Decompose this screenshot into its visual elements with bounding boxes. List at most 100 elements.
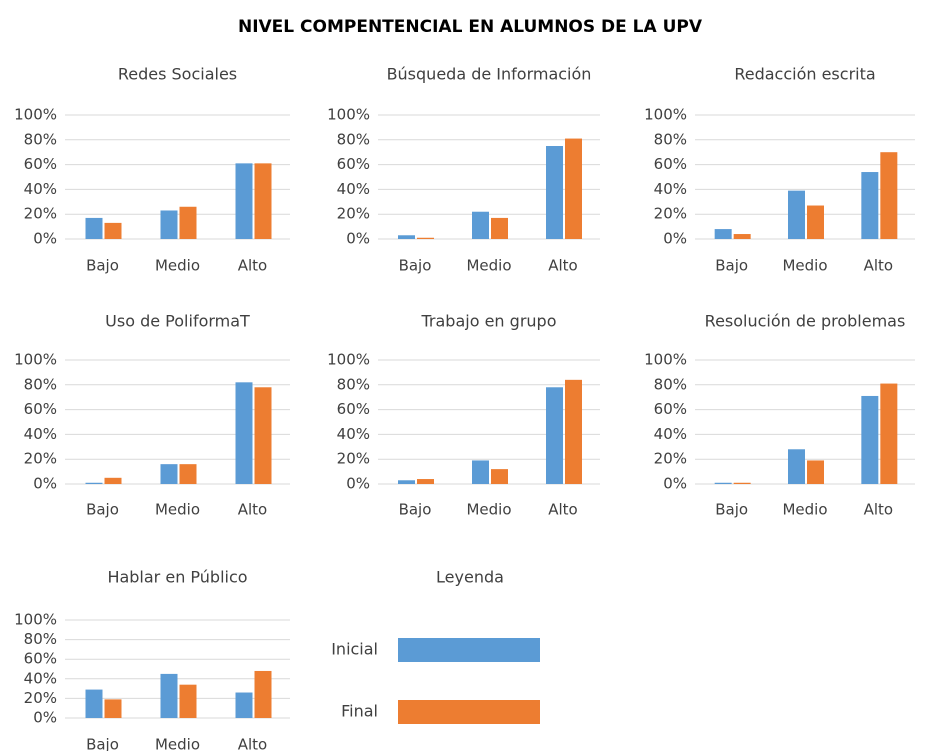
y-tick-label: 60% xyxy=(24,155,57,173)
page-title: NIVEL COMPENTENCIAL EN ALUMNOS DE LA UPV xyxy=(238,17,703,37)
bar xyxy=(472,460,489,484)
bar xyxy=(235,382,253,484)
y-tick-label: 0% xyxy=(33,230,57,248)
x-tick-label: Alto xyxy=(864,501,894,519)
y-tick-label: 80% xyxy=(24,630,57,648)
bar xyxy=(565,379,582,484)
x-tick-label: Medio xyxy=(155,501,200,519)
bar xyxy=(546,387,563,484)
y-tick-label: 40% xyxy=(337,180,370,198)
x-tick-label: Alto xyxy=(864,257,894,275)
bar xyxy=(472,211,489,239)
bar xyxy=(398,480,415,484)
bar xyxy=(491,217,508,239)
y-tick-label: 0% xyxy=(663,230,687,248)
y-tick-label: 100% xyxy=(327,106,370,124)
bar xyxy=(714,229,732,239)
bar xyxy=(491,469,508,484)
bar xyxy=(160,210,178,239)
x-tick-label: Bajo xyxy=(715,501,748,519)
y-tick-label: 40% xyxy=(24,180,57,198)
y-tick-label: 20% xyxy=(654,205,687,223)
bar xyxy=(254,670,272,718)
bar xyxy=(861,172,879,239)
y-tick-label: 60% xyxy=(654,400,687,418)
y-tick-label: 60% xyxy=(654,155,687,173)
y-tick-label: 80% xyxy=(337,130,370,148)
chart-title: Redes Sociales xyxy=(118,65,237,84)
bar xyxy=(788,190,805,239)
bar xyxy=(880,383,898,484)
y-tick-label: 80% xyxy=(24,375,57,393)
legend-title: Leyenda xyxy=(436,568,504,587)
legend-label: Inicial xyxy=(331,640,378,659)
bar xyxy=(104,222,122,239)
y-tick-label: 20% xyxy=(24,205,57,223)
x-tick-label: Medio xyxy=(782,257,827,275)
y-tick-label: 100% xyxy=(644,351,687,369)
chart-title: Redacción escrita xyxy=(734,65,875,84)
y-tick-label: 0% xyxy=(33,475,57,493)
bar xyxy=(85,482,103,484)
x-tick-label: Bajo xyxy=(86,257,119,275)
bar xyxy=(807,460,824,484)
y-tick-label: 40% xyxy=(654,425,687,443)
y-tick-label: 40% xyxy=(654,180,687,198)
bar xyxy=(565,138,582,239)
legend-label: Final xyxy=(341,702,378,721)
x-tick-label: Medio xyxy=(782,501,827,519)
chart-title: Uso de PoliformaT xyxy=(105,312,250,331)
bar xyxy=(254,163,272,239)
bar xyxy=(160,464,178,484)
bar xyxy=(104,477,122,484)
y-tick-label: 0% xyxy=(33,709,57,727)
bar xyxy=(235,163,253,239)
chart-title: Búsqueda de Información xyxy=(387,65,592,84)
bar xyxy=(733,482,751,484)
y-tick-label: 80% xyxy=(337,375,370,393)
bar xyxy=(179,464,197,484)
y-tick-label: 20% xyxy=(24,450,57,468)
bar xyxy=(546,146,563,239)
x-tick-label: Alto xyxy=(238,501,268,519)
bar xyxy=(880,152,898,239)
bar xyxy=(160,673,178,718)
bar xyxy=(733,234,751,239)
bar xyxy=(85,689,103,718)
y-tick-label: 100% xyxy=(14,106,57,124)
x-tick-label: Alto xyxy=(548,257,578,275)
y-tick-label: 100% xyxy=(327,351,370,369)
y-tick-label: 20% xyxy=(337,450,370,468)
y-tick-label: 80% xyxy=(654,130,687,148)
y-tick-label: 40% xyxy=(24,669,57,687)
chart-title: Resolución de problemas xyxy=(705,312,906,331)
bar xyxy=(85,217,103,239)
y-tick-label: 0% xyxy=(663,475,687,493)
y-tick-label: 60% xyxy=(24,400,57,418)
chart-title: Hablar en Público xyxy=(107,568,247,587)
y-tick-label: 0% xyxy=(346,230,370,248)
bar xyxy=(788,449,805,484)
y-tick-label: 0% xyxy=(346,475,370,493)
bar xyxy=(254,387,272,484)
bar xyxy=(179,206,197,239)
chart-title: Trabajo en grupo xyxy=(421,312,557,331)
y-tick-label: 100% xyxy=(14,351,57,369)
bar xyxy=(714,482,732,484)
x-tick-label: Medio xyxy=(466,257,511,275)
y-tick-label: 60% xyxy=(337,400,370,418)
bar xyxy=(417,479,434,484)
x-tick-label: Alto xyxy=(548,501,578,519)
bar xyxy=(861,395,879,484)
bar xyxy=(104,699,122,718)
y-tick-label: 20% xyxy=(24,689,57,707)
x-tick-label: Alto xyxy=(238,736,268,751)
x-tick-label: Medio xyxy=(466,501,511,519)
y-tick-label: 40% xyxy=(337,425,370,443)
bar xyxy=(807,205,824,239)
bar xyxy=(235,692,253,718)
bar xyxy=(417,237,434,239)
y-tick-label: 80% xyxy=(654,375,687,393)
y-tick-label: 20% xyxy=(337,205,370,223)
